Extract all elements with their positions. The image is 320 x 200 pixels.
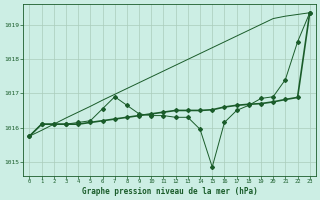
X-axis label: Graphe pression niveau de la mer (hPa): Graphe pression niveau de la mer (hPa) (82, 187, 258, 196)
